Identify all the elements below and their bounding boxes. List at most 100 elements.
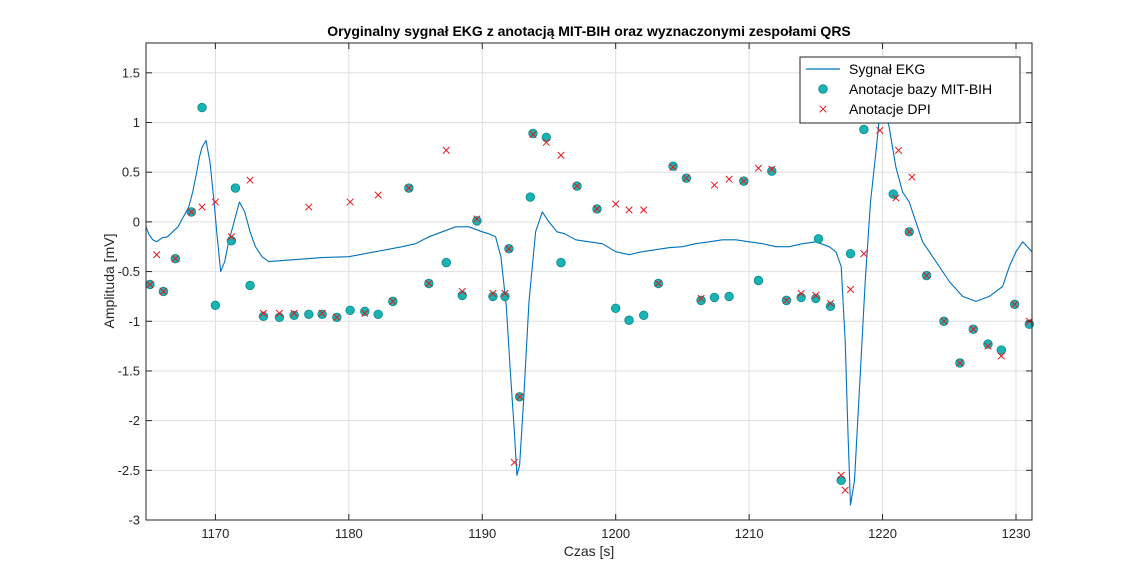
mitbih-marker (996, 345, 1007, 355)
dpi-marker (837, 471, 845, 479)
dpi-marker (846, 285, 855, 294)
dpi-marker (682, 174, 691, 182)
legend: Sygnał EKG Anotacje bazy MIT-BIH Anotacj… (799, 56, 1021, 124)
dpi-marker (171, 254, 180, 263)
dpi-marker (697, 294, 705, 303)
dpi-marker (246, 176, 254, 184)
dpi-marker (725, 175, 733, 183)
dpi-marker (275, 309, 284, 317)
dpi-marker (259, 309, 268, 317)
dpi-marker (505, 245, 513, 253)
dpi-marker (841, 486, 849, 494)
dpi-marker (346, 198, 354, 206)
dpi-marker (405, 184, 413, 192)
dpi-marker (940, 317, 948, 325)
mitbih-marker (528, 128, 538, 139)
mitbih-marker (541, 132, 552, 143)
y-axis-label: Amplituda [mV] (101, 234, 117, 329)
dpi-marker (146, 280, 154, 289)
dpi-marker (905, 228, 913, 236)
dpi-marker (969, 325, 977, 333)
tick-label-y: -1 (128, 314, 140, 329)
tick-label-y: 1 (133, 115, 140, 130)
mitbih-marker (258, 311, 269, 321)
mitbih-marker (696, 295, 706, 306)
dpi-marker (1011, 300, 1019, 309)
dpi-marker (782, 296, 791, 305)
mitbih-marker (197, 102, 207, 113)
tick-label-x: 1190 (468, 526, 496, 541)
dpi-marker (501, 289, 509, 298)
legend-label-mitbih: Anotacje bazy MIT-BIH (849, 81, 992, 97)
mitbih-marker (796, 292, 806, 303)
dpi-marker (892, 194, 900, 202)
dpi-marker (290, 309, 298, 317)
x-axis-label: Czas [s] (564, 543, 615, 559)
legend-label-signal: Sygnał EKG (849, 61, 925, 77)
mitbih-marker (639, 310, 649, 320)
mitbih-marker (859, 124, 869, 135)
dpi-marker (908, 173, 916, 181)
mitbih-marker (345, 305, 355, 316)
mitbih-marker (245, 280, 255, 291)
legend-label-dpi: Anotacje DPI (849, 101, 931, 117)
dpi-marker (159, 287, 167, 296)
dpi-marker (557, 151, 565, 159)
mitbih-marker (274, 312, 285, 322)
legend-box (799, 56, 1021, 124)
mitbih-marker (457, 290, 467, 301)
legend-swatch-dpi (819, 105, 827, 113)
dpi-marker (361, 309, 369, 317)
tick-label-y: -0.5 (118, 264, 140, 279)
mitbih-marker (983, 339, 993, 349)
tick-label-y: -1.5 (118, 363, 140, 378)
mitbih-marker (472, 216, 482, 226)
dpi-marker (458, 287, 466, 296)
mitbih-marker (813, 234, 824, 244)
tick-label-x: 1230 (1002, 526, 1031, 541)
mitbih-marker (888, 189, 898, 199)
dpi-marker (198, 203, 206, 211)
dpi-marker (333, 313, 341, 321)
dpi-marker (542, 138, 550, 147)
mitbih-marker (226, 236, 237, 246)
mitbih-marker (811, 293, 821, 304)
mitbih-marker (500, 291, 510, 302)
mitbih-marker (845, 248, 856, 259)
dpi-marker (529, 130, 537, 139)
mitbih-marker (373, 309, 383, 319)
dpi-marker (227, 233, 236, 241)
tick-label-x: 1180 (335, 526, 363, 541)
tick-label-y: 0 (133, 214, 140, 229)
dpi-marker (922, 271, 931, 280)
chart-title: Oryginalny sygnał EKG z anotacją MIT-BIH… (327, 23, 851, 39)
dpi-marker (515, 393, 524, 401)
dpi-marker (473, 215, 481, 223)
mitbih-marker (1024, 319, 1035, 329)
dpi-marker (826, 299, 835, 308)
mitbih-marker (441, 257, 451, 268)
legend-swatch-mitbih (818, 84, 828, 94)
tick-label-y: -2.5 (118, 463, 140, 478)
dpi-marker (768, 165, 776, 173)
ticks: 1170 1180 1190 1200 1210 1220 1230 -3 -2.5 -2 -1.5… (118, 43, 1032, 541)
mitbih-marker (836, 475, 846, 485)
mitbih-marker (668, 161, 678, 171)
dpi-marker (654, 279, 663, 288)
dpi-marker (612, 200, 620, 208)
dpi-marker (997, 352, 1005, 360)
tick-label-y: 0.5 (122, 165, 140, 180)
mitbih-marker (289, 310, 299, 320)
dpi-marker (669, 163, 677, 171)
axes-box (145, 42, 1033, 521)
dpi-marker (425, 279, 433, 288)
mitbih-marker (724, 291, 734, 302)
mitbih-marker (488, 291, 498, 302)
mitbih-marker (709, 292, 720, 303)
tick-label-x: 1170 (201, 526, 229, 541)
mitbih-marker (317, 309, 327, 319)
mitbih-marker (230, 183, 241, 193)
tick-label-y: -3 (128, 513, 140, 528)
dpi-marker (876, 126, 884, 135)
